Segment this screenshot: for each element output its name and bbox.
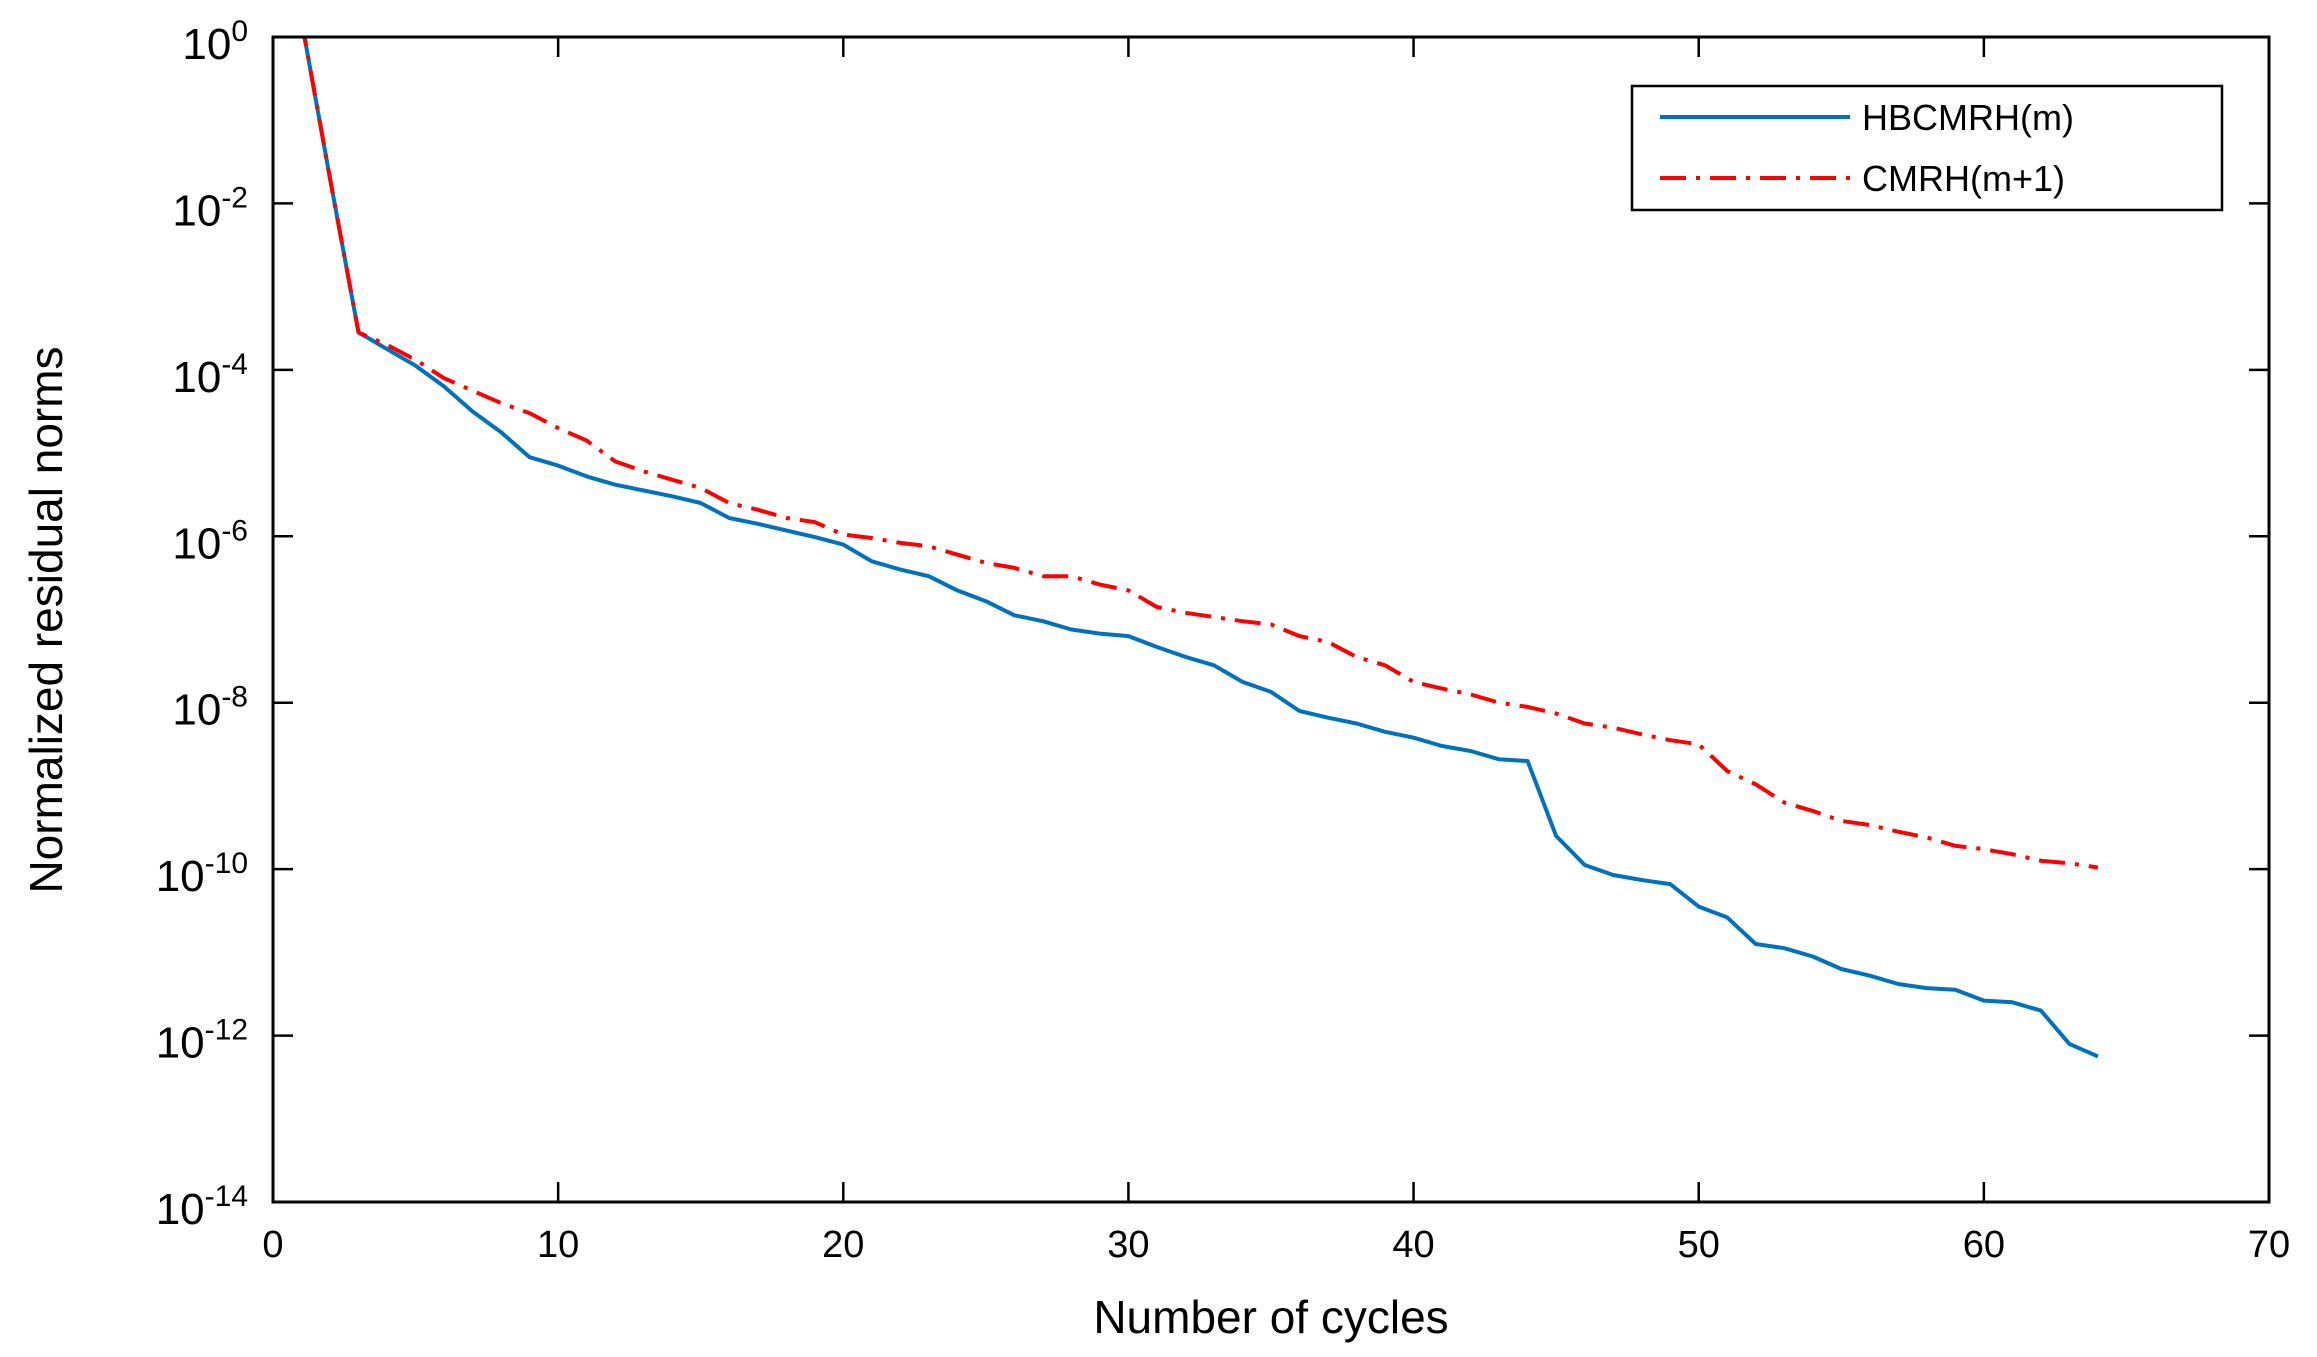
x-tick-label: 20 [822, 1224, 864, 1266]
legend-label-hbcmrh: HBCMRH(m) [1862, 97, 2074, 138]
x-tick-label: 10 [537, 1224, 579, 1266]
legend-label-cmrh: CMRH(m+1) [1862, 158, 2065, 199]
y-tick-label: 10-4 [172, 348, 248, 402]
y-tick-label: 10-8 [172, 681, 248, 735]
y-tick-label: 10-12 [156, 1014, 248, 1068]
y-tick-label: 100 [182, 15, 248, 69]
y-axis-title: Normalized residual norms [20, 346, 72, 893]
x-tick-label: 40 [1392, 1224, 1434, 1266]
x-tick-label: 0 [262, 1224, 283, 1266]
x-tick-label: 50 [1678, 1224, 1720, 1266]
plot-area [273, 37, 2269, 1202]
legend-box [1630, 84, 2224, 212]
x-tick-label: 70 [2248, 1224, 2290, 1266]
series-line-hbcmrh [302, 37, 2099, 1059]
x-tick-label: 30 [1107, 1224, 1149, 1266]
legend: HBCMRH(m) CMRH(m+1) [1630, 84, 2224, 212]
y-tick-label: 10-14 [156, 1180, 248, 1234]
y-tick-label: 10-2 [172, 181, 248, 235]
x-axis-title: Number of cycles [1093, 1291, 1448, 1343]
y-tick-label: 10-10 [156, 847, 248, 901]
y-tick-label: 10-6 [172, 514, 248, 568]
series-line-cmrh [302, 37, 2099, 870]
plot-frame [271, 35, 2271, 1204]
x-tick-label: 60 [1963, 1224, 2005, 1266]
